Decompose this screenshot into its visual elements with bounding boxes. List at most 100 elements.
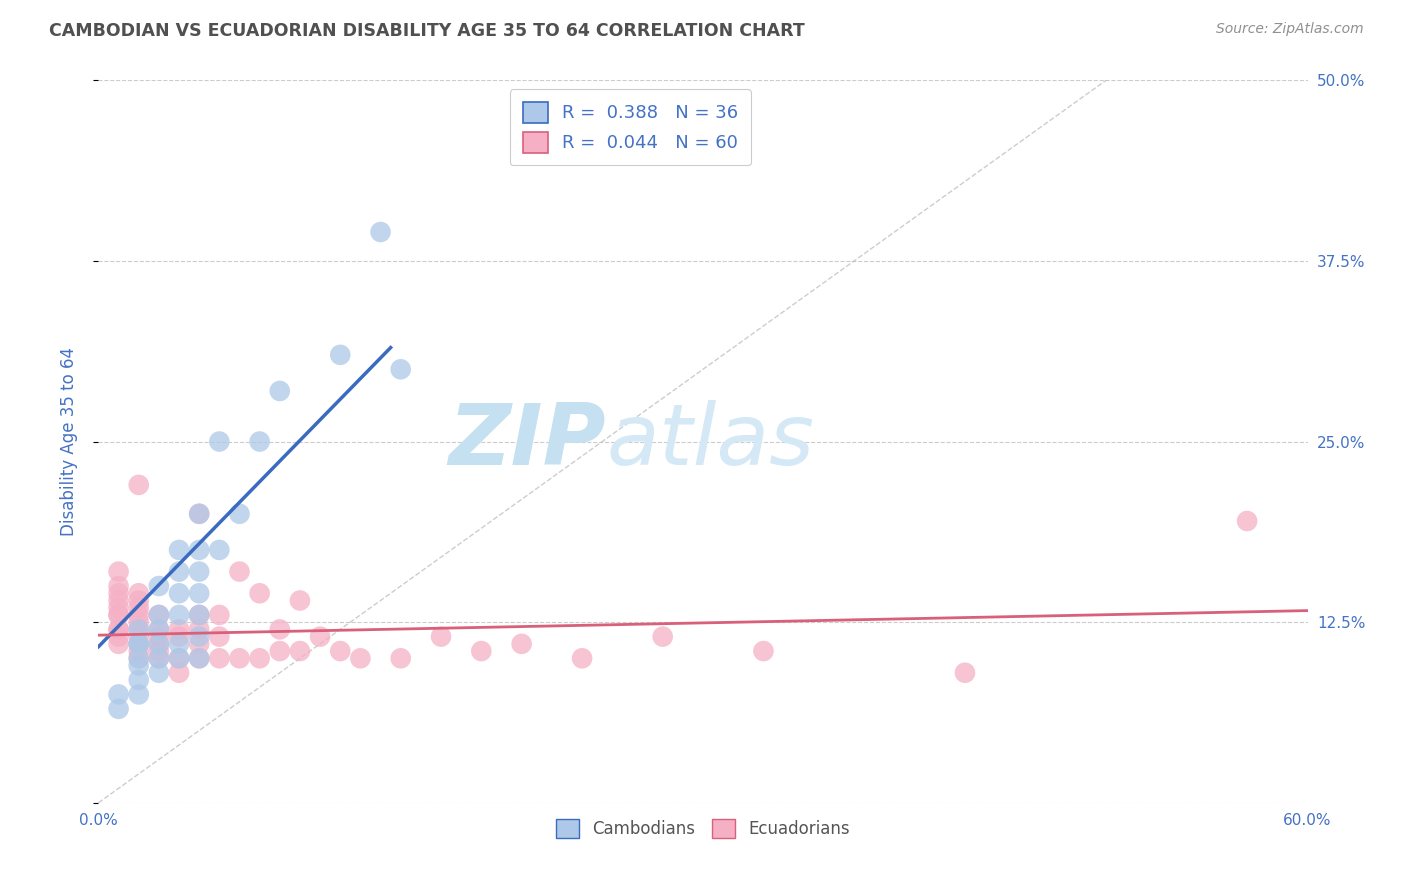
- Point: [167, 607, 190, 622]
- Point: [309, 630, 332, 644]
- Point: [167, 637, 190, 651]
- Point: [128, 607, 150, 622]
- Point: [228, 651, 250, 665]
- Point: [188, 651, 211, 665]
- Point: [128, 687, 150, 701]
- Legend: Cambodians, Ecuadorians: Cambodians, Ecuadorians: [548, 813, 858, 845]
- Point: [249, 651, 271, 665]
- Point: [389, 651, 412, 665]
- Point: [510, 637, 533, 651]
- Point: [107, 623, 129, 637]
- Point: [1236, 514, 1258, 528]
- Point: [188, 542, 211, 557]
- Point: [167, 651, 190, 665]
- Point: [208, 607, 231, 622]
- Point: [128, 637, 150, 651]
- Point: [208, 434, 231, 449]
- Point: [128, 673, 150, 687]
- Text: ZIP: ZIP: [449, 400, 606, 483]
- Point: [148, 637, 170, 651]
- Point: [128, 615, 150, 630]
- Point: [148, 579, 170, 593]
- Point: [107, 579, 129, 593]
- Point: [128, 658, 150, 673]
- Point: [107, 593, 129, 607]
- Point: [571, 651, 593, 665]
- Point: [188, 586, 211, 600]
- Point: [128, 600, 150, 615]
- Point: [148, 630, 170, 644]
- Point: [188, 607, 211, 622]
- Point: [167, 651, 190, 665]
- Point: [249, 586, 271, 600]
- Point: [269, 384, 291, 398]
- Point: [107, 565, 129, 579]
- Point: [148, 651, 170, 665]
- Point: [288, 644, 311, 658]
- Point: [208, 651, 231, 665]
- Point: [188, 507, 211, 521]
- Point: [470, 644, 492, 658]
- Point: [329, 348, 352, 362]
- Point: [107, 637, 129, 651]
- Point: [128, 637, 150, 651]
- Point: [107, 607, 129, 622]
- Point: [167, 586, 190, 600]
- Text: atlas: atlas: [606, 400, 814, 483]
- Point: [148, 651, 170, 665]
- Point: [128, 644, 150, 658]
- Point: [651, 630, 673, 644]
- Point: [188, 651, 211, 665]
- Point: [128, 637, 150, 651]
- Point: [128, 651, 150, 665]
- Point: [148, 644, 170, 658]
- Point: [167, 630, 190, 644]
- Point: [269, 623, 291, 637]
- Point: [249, 434, 271, 449]
- Point: [128, 586, 150, 600]
- Point: [188, 507, 211, 521]
- Point: [288, 593, 311, 607]
- Point: [752, 644, 775, 658]
- Point: [107, 600, 129, 615]
- Point: [208, 542, 231, 557]
- Text: Source: ZipAtlas.com: Source: ZipAtlas.com: [1216, 22, 1364, 37]
- Point: [208, 630, 231, 644]
- Point: [329, 644, 352, 658]
- Point: [188, 637, 211, 651]
- Point: [148, 607, 170, 622]
- Point: [370, 225, 392, 239]
- Point: [148, 623, 170, 637]
- Point: [107, 630, 129, 644]
- Point: [188, 607, 211, 622]
- Point: [228, 565, 250, 579]
- Point: [228, 507, 250, 521]
- Y-axis label: Disability Age 35 to 64: Disability Age 35 to 64: [59, 347, 77, 536]
- Point: [269, 644, 291, 658]
- Text: CAMBODIAN VS ECUADORIAN DISABILITY AGE 35 TO 64 CORRELATION CHART: CAMBODIAN VS ECUADORIAN DISABILITY AGE 3…: [49, 22, 806, 40]
- Point: [107, 586, 129, 600]
- Point: [167, 665, 190, 680]
- Point: [128, 623, 150, 637]
- Point: [128, 623, 150, 637]
- Point: [148, 637, 170, 651]
- Point: [107, 607, 129, 622]
- Point: [148, 665, 170, 680]
- Point: [188, 630, 211, 644]
- Point: [389, 362, 412, 376]
- Point: [107, 687, 129, 701]
- Point: [167, 542, 190, 557]
- Point: [128, 593, 150, 607]
- Point: [107, 623, 129, 637]
- Point: [430, 630, 453, 644]
- Point: [167, 623, 190, 637]
- Point: [188, 623, 211, 637]
- Point: [167, 565, 190, 579]
- Point: [953, 665, 976, 680]
- Point: [188, 565, 211, 579]
- Point: [128, 630, 150, 644]
- Point: [148, 607, 170, 622]
- Point: [349, 651, 371, 665]
- Point: [128, 651, 150, 665]
- Point: [148, 623, 170, 637]
